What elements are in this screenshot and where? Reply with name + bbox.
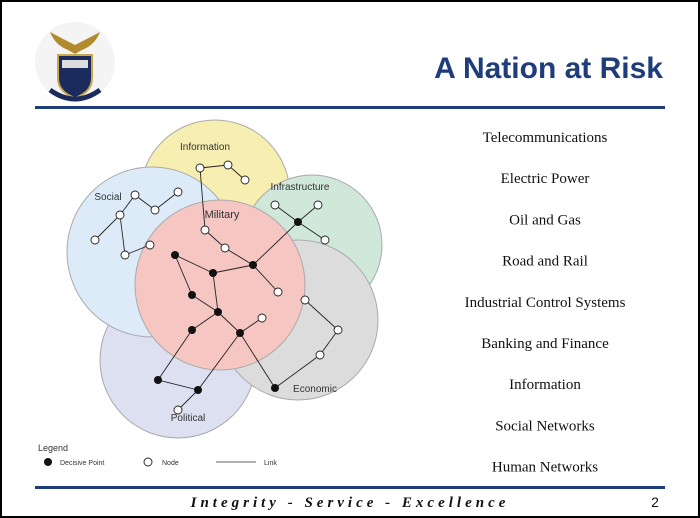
sphere-label: Information	[180, 142, 230, 153]
list-item: Social Networks	[495, 418, 595, 434]
page-number: 2	[651, 494, 659, 510]
legend-item: Link	[264, 460, 277, 467]
list-item: Electric Power	[501, 171, 590, 187]
list-item: Industrial Control Systems	[465, 295, 626, 311]
sphere-label: Social	[94, 192, 121, 203]
legend-title: Legend	[38, 443, 68, 453]
sphere-label: Military	[205, 209, 240, 221]
list-item: Information	[509, 377, 581, 393]
sphere-label: Economic	[293, 384, 337, 395]
list-item: Oil and Gas	[509, 212, 581, 228]
list-item: Telecommunications	[483, 130, 608, 146]
list-item: Banking and Finance	[481, 336, 609, 352]
list-item: Road and Rail	[502, 254, 588, 270]
sphere	[135, 200, 305, 370]
list-item: Human Networks	[492, 460, 598, 476]
sphere-label: Political	[171, 413, 205, 424]
footer-motto: Integrity - Service - Excellence	[190, 495, 510, 511]
slide: A Nation at Risk	[0, 0, 700, 518]
logo	[35, 22, 115, 102]
footer-rule	[35, 486, 665, 489]
slide-title: A Nation at Risk	[434, 52, 663, 85]
legend-item: Node	[162, 460, 179, 467]
sphere-label: Infrastructure	[271, 182, 330, 193]
legend-item: Decisive Point	[60, 460, 104, 467]
header-rule	[35, 106, 665, 109]
